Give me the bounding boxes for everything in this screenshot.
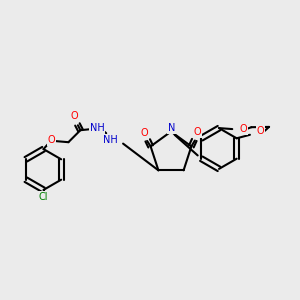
Text: NH: NH — [89, 123, 104, 133]
Text: NH: NH — [103, 135, 118, 145]
Text: O: O — [194, 127, 202, 137]
Text: O: O — [70, 111, 78, 121]
Text: O: O — [48, 135, 56, 146]
Text: O: O — [239, 124, 247, 134]
Text: O: O — [257, 126, 265, 136]
Text: O: O — [140, 128, 148, 138]
Text: N: N — [168, 123, 175, 133]
Text: Cl: Cl — [39, 192, 48, 203]
